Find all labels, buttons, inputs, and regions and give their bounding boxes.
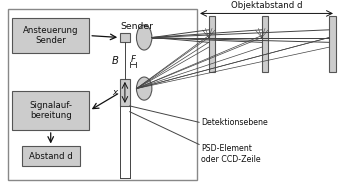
Bar [329, 16, 336, 72]
Text: Sender: Sender [120, 23, 153, 31]
Text: B: B [112, 56, 119, 66]
Bar [120, 33, 130, 42]
Text: Ansteuerung
Sender: Ansteuerung Sender [23, 26, 78, 45]
Text: Abstand d: Abstand d [29, 152, 72, 160]
Bar [262, 16, 268, 72]
Bar [12, 92, 89, 130]
Ellipse shape [136, 25, 152, 50]
Text: Signalauf-
bereitung: Signalauf- bereitung [29, 101, 72, 120]
Bar [120, 79, 130, 106]
Bar [8, 9, 197, 180]
Text: Detektionsebene: Detektionsebene [201, 118, 268, 127]
Text: x: x [113, 88, 118, 97]
Text: F: F [131, 55, 135, 64]
Ellipse shape [136, 77, 152, 100]
Text: Objektabstand d: Objektabstand d [231, 1, 302, 10]
Bar [22, 146, 79, 166]
Text: PSD-Element
oder CCD-Zeile: PSD-Element oder CCD-Zeile [201, 144, 261, 164]
Bar [12, 18, 89, 53]
Bar [209, 16, 216, 72]
